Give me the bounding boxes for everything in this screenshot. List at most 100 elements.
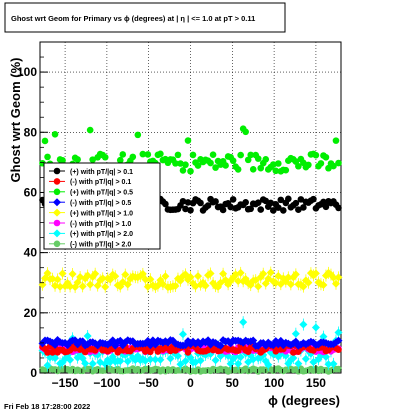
data-point <box>234 277 243 286</box>
legend-label: (-) with pT/|q| > 2.0 <box>70 242 131 249</box>
data-point <box>299 282 308 291</box>
legend-box <box>43 162 161 250</box>
legend-label: (-) with pT/|q| > 0.5 <box>70 200 131 207</box>
data-point <box>299 320 308 329</box>
data-point <box>44 153 51 161</box>
data-point <box>161 272 170 281</box>
data-point <box>247 151 254 159</box>
data-point <box>311 323 320 332</box>
data-point <box>146 355 155 364</box>
data-point <box>116 156 124 164</box>
data-point <box>89 156 96 163</box>
data-point <box>251 276 260 285</box>
data-point <box>254 155 262 162</box>
data-point <box>334 273 343 282</box>
data-point <box>335 204 342 212</box>
data-point <box>158 280 167 289</box>
data-point <box>227 203 234 211</box>
data-point <box>242 128 249 136</box>
legend: (+) with pT/|q| > 0.1 (-) with pT/|q| > 0… <box>43 162 161 250</box>
data-point <box>262 156 270 163</box>
data-point <box>189 151 197 159</box>
y-tick-label: 60 <box>24 185 38 199</box>
data-point <box>237 151 244 159</box>
data-point <box>174 151 182 159</box>
data-point <box>269 207 277 214</box>
data-point <box>332 137 340 144</box>
data-point <box>44 349 51 356</box>
data-point <box>267 199 275 207</box>
data-point <box>172 160 179 167</box>
data-point <box>236 353 245 362</box>
data-point <box>330 162 337 170</box>
data-point <box>212 198 219 205</box>
x-tick-label: −100 <box>93 376 120 390</box>
data-point <box>187 167 194 175</box>
data-point <box>311 269 320 278</box>
data-point <box>157 150 164 158</box>
data-point <box>249 336 258 345</box>
x-tick-label: 100 <box>264 376 284 390</box>
y-tick-label: 0 <box>30 366 37 380</box>
data-point <box>319 281 328 290</box>
data-point <box>274 160 282 167</box>
legend-marker <box>53 229 61 238</box>
legend-label: (+) with pT/|q| > 1.0 <box>70 210 133 217</box>
data-point <box>123 357 132 366</box>
data-point <box>176 360 185 369</box>
data-point <box>58 269 67 278</box>
data-point <box>335 159 342 167</box>
data-point <box>222 162 229 169</box>
data-point <box>81 348 89 356</box>
data-point <box>51 354 60 363</box>
x-tick-label: 0 <box>187 376 194 390</box>
data-point <box>292 199 300 207</box>
x-tick-label: 150 <box>306 376 326 390</box>
y-tick-label: 40 <box>24 246 38 260</box>
data-point <box>123 280 132 289</box>
data-point <box>187 206 194 214</box>
data-point <box>295 162 302 170</box>
legend-marker <box>53 240 61 248</box>
data-point <box>317 160 325 167</box>
data-point <box>244 156 252 164</box>
data-point <box>322 203 330 211</box>
data-point <box>335 346 342 353</box>
data-point <box>301 354 310 363</box>
legend-marker <box>53 198 61 207</box>
data-point <box>86 126 94 134</box>
data-point <box>229 196 237 203</box>
data-point <box>66 282 75 291</box>
data-point <box>312 151 320 159</box>
legend-label: (+) with pT/|q| > 0.5 <box>70 190 133 197</box>
data-point <box>257 164 265 172</box>
legend-marker <box>53 188 61 196</box>
data-point <box>259 269 268 278</box>
data-point <box>196 356 205 365</box>
data-point <box>334 336 343 345</box>
x-axis-label: ϕ (degrees) <box>268 393 340 408</box>
data-point <box>74 156 81 163</box>
data-point <box>53 275 62 284</box>
data-point <box>146 275 155 284</box>
data-point <box>290 349 297 356</box>
legend-label: (+) with pT/|q| > 0.1 <box>70 169 133 176</box>
data-point <box>194 162 202 169</box>
data-point <box>284 273 293 282</box>
data-point <box>211 356 220 365</box>
data-point <box>162 200 169 208</box>
series-3 <box>38 336 343 350</box>
data-point <box>234 359 243 368</box>
axis-ticks: −150 −100 −50 0 50 100 150 0 20 40 60 80 100 <box>17 41 342 390</box>
data-point <box>182 205 189 213</box>
data-point <box>329 273 338 282</box>
data-point <box>204 202 212 209</box>
data-point <box>207 159 214 167</box>
data-point <box>219 269 228 278</box>
data-point <box>184 137 192 144</box>
data-point <box>234 166 242 173</box>
data-point <box>229 157 237 165</box>
data-point <box>331 279 340 288</box>
title-box: Ghost wrt Geom for Primary vs ϕ (degrees… <box>4 2 286 33</box>
